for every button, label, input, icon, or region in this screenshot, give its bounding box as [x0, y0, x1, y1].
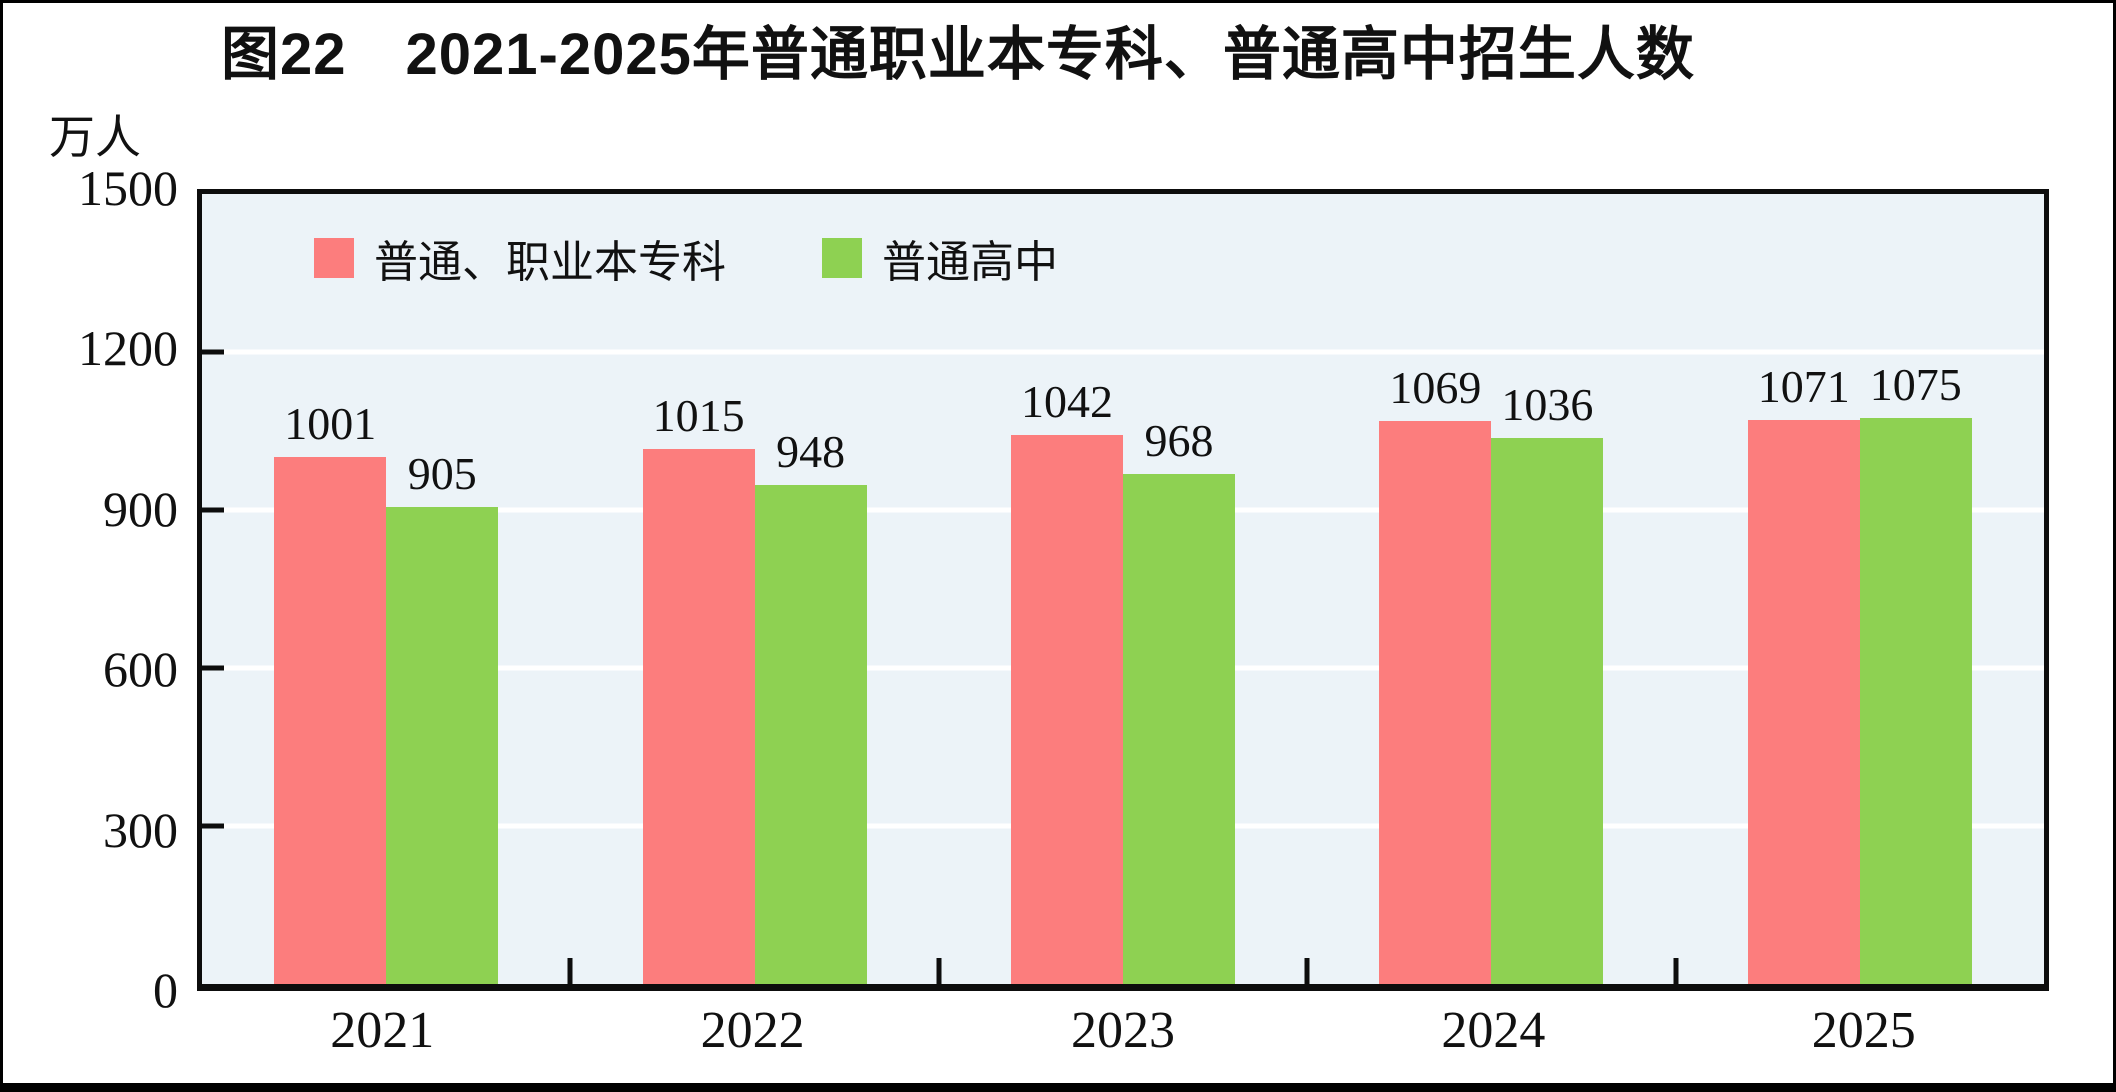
bar-group-2021: 1001 905: [202, 194, 570, 984]
bar-vocational-2021: [274, 456, 387, 984]
y-tick-label-1500: 1500: [78, 160, 178, 216]
bar-group-2025: 1071 1075: [1676, 194, 2044, 984]
bar-groups: 1001 905 1015 948: [202, 194, 2044, 984]
y-axis-tick-labels: 1500 1200 900 600 300 0: [23, 163, 178, 1015]
bar-highschool-2025: [1859, 417, 1972, 984]
bar-value-label: 968: [1144, 415, 1214, 467]
bar-value-label: 1001: [284, 397, 377, 449]
bar-vocational-2023: [1010, 435, 1123, 984]
y-tick-label-0: 0: [153, 962, 178, 1018]
legend-swatch-highschool: [822, 238, 862, 278]
bar-value-label: 1036: [1501, 379, 1594, 431]
legend-swatch-vocational: [314, 238, 354, 278]
legend-label: 普通、职业本专科: [374, 238, 726, 287]
legend-item-vocational: 普通、职业本专科: [314, 226, 726, 290]
bar-highschool-2021: [386, 507, 499, 984]
bar-highschool-2022: [754, 484, 867, 984]
y-axis-tick: [200, 823, 224, 829]
y-axis-tick: [200, 349, 224, 355]
x-tick-label-2022: 2022: [700, 1002, 805, 1059]
legend: 普通、职业本专科 普通高中: [314, 226, 1058, 290]
bar-value-label: 948: [776, 425, 846, 477]
bar-group-2023: 1042 968: [939, 194, 1307, 984]
bar-value-label: 1069: [1389, 362, 1482, 413]
bar-value-label: 1071: [1757, 360, 1850, 412]
bar-vocational-2024: [1379, 421, 1492, 984]
legend-label: 普通高中: [882, 238, 1058, 287]
x-tick-label-2023: 2023: [1070, 1002, 1175, 1059]
bar-value-label: 1075: [1869, 358, 1962, 410]
y-tick-label-1200: 1200: [78, 320, 178, 377]
bar-vocational-2025: [1747, 419, 1860, 984]
x-axis-tick: [1673, 958, 1679, 984]
y-tick-label-600: 600: [103, 641, 178, 698]
bar-value-label: 1015: [652, 390, 745, 442]
x-tick-label-2021: 2021: [330, 1002, 435, 1059]
bar-highschool-2023: [1122, 474, 1235, 984]
bar-highschool-2024: [1491, 438, 1604, 984]
legend-item-highschool: 普通高中: [822, 226, 1058, 290]
x-axis-labels: 2021 2022 2023 2024 2025: [197, 1005, 2049, 1057]
bar-group-2022: 1015 948: [570, 194, 938, 984]
y-axis-tick: [200, 507, 224, 513]
x-tick-label-2025: 2025: [1811, 1002, 1916, 1059]
y-tick-label-300: 300: [103, 801, 178, 858]
x-axis-tick: [936, 958, 942, 984]
bar-group-2024: 1069 1036: [1307, 194, 1675, 984]
x-tick-label-2024: 2024: [1441, 1002, 1546, 1059]
bar-value-label: 905: [407, 448, 477, 500]
y-axis-tick: [200, 665, 224, 671]
gridline-1200: [202, 349, 2044, 355]
x-axis-tick: [1304, 958, 1310, 984]
chart-title: 图22 2021-2025年普通职业本专科、普通高中招生人数: [221, 22, 1695, 87]
y-tick-label-900: 900: [103, 480, 178, 537]
x-axis-tick: [567, 958, 573, 984]
bar-value-label: 1042: [1020, 376, 1113, 428]
y-axis-unit-label: 万人: [49, 112, 141, 163]
bar-vocational-2022: [642, 449, 755, 984]
plot-area: 1001 905 1015 948: [197, 189, 2049, 991]
